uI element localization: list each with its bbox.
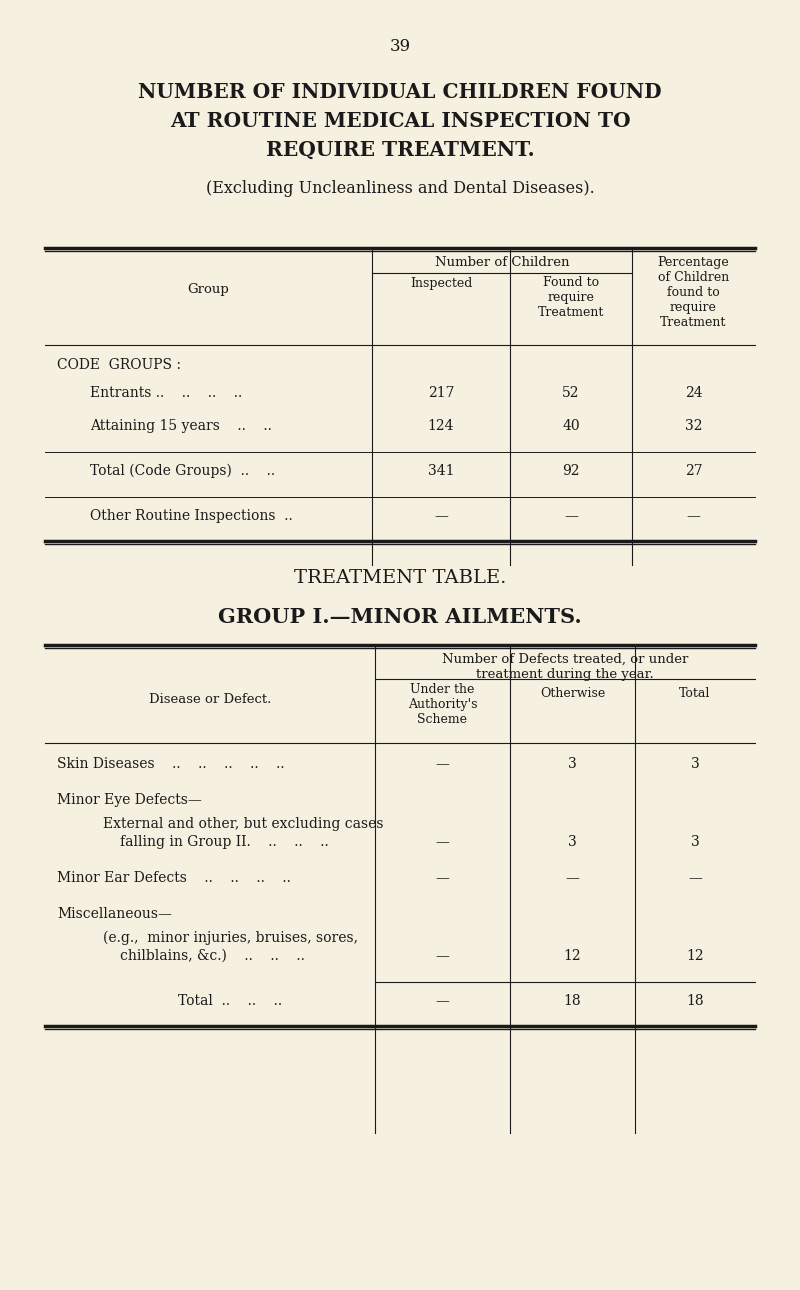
Text: —: — (435, 757, 450, 771)
Text: 124: 124 (428, 419, 454, 433)
Text: Minor Ear Defects    ..    ..    ..    ..: Minor Ear Defects .. .. .. .. (57, 871, 291, 885)
Text: —: — (686, 510, 701, 522)
Text: NUMBER OF INDIVIDUAL CHILDREN FOUND: NUMBER OF INDIVIDUAL CHILDREN FOUND (138, 83, 662, 102)
Text: Otherwise: Otherwise (540, 688, 605, 700)
Text: (Excluding Uncleanliness and Dental Diseases).: (Excluding Uncleanliness and Dental Dise… (206, 181, 594, 197)
Text: REQUIRE TREATMENT.: REQUIRE TREATMENT. (266, 141, 534, 160)
Text: Total (Code Groups)  ..    ..: Total (Code Groups) .. .. (90, 464, 275, 479)
Text: Minor Eye Defects—: Minor Eye Defects— (57, 793, 202, 808)
Text: —: — (434, 510, 448, 522)
Text: Other Routine Inspections  ..: Other Routine Inspections .. (90, 510, 293, 522)
Text: —: — (435, 995, 450, 1007)
Text: Under the
Authority's
Scheme: Under the Authority's Scheme (408, 682, 478, 726)
Text: 32: 32 (685, 419, 702, 433)
Text: 12: 12 (564, 949, 582, 964)
Text: Found to
require
Treatment: Found to require Treatment (538, 276, 604, 319)
Text: 217: 217 (428, 386, 454, 400)
Text: 18: 18 (564, 995, 582, 1007)
Text: —: — (435, 835, 450, 849)
Text: 39: 39 (390, 37, 410, 55)
Text: Total  ..    ..    ..: Total .. .. .. (178, 995, 282, 1007)
Text: 24: 24 (685, 386, 702, 400)
Text: 341: 341 (428, 464, 454, 479)
Text: Group: Group (188, 283, 230, 295)
Text: 92: 92 (562, 464, 580, 479)
Text: Attaining 15 years    ..    ..: Attaining 15 years .. .. (90, 419, 272, 433)
Text: 3: 3 (690, 835, 699, 849)
Text: 3: 3 (690, 757, 699, 771)
Text: —: — (566, 871, 579, 885)
Text: Entrants ..    ..    ..    ..: Entrants .. .. .. .. (90, 386, 242, 400)
Text: CODE  GROUPS :: CODE GROUPS : (57, 359, 181, 372)
Text: Miscellaneous—: Miscellaneous— (57, 907, 172, 921)
Text: 3: 3 (568, 835, 577, 849)
Text: 12: 12 (686, 949, 704, 964)
Text: Inspected: Inspected (410, 277, 472, 290)
Text: 27: 27 (685, 464, 702, 479)
Text: —: — (564, 510, 578, 522)
Text: —: — (688, 871, 702, 885)
Text: Number of Children: Number of Children (434, 255, 570, 270)
Text: 52: 52 (562, 386, 580, 400)
Text: GROUP I.—MINOR AILMENTS.: GROUP I.—MINOR AILMENTS. (218, 608, 582, 627)
Text: External and other, but excluding cases: External and other, but excluding cases (103, 817, 383, 831)
Text: Disease or Defect.: Disease or Defect. (149, 693, 271, 706)
Text: falling in Group II.    ..    ..    ..: falling in Group II. .. .. .. (120, 835, 329, 849)
Text: AT ROUTINE MEDICAL INSPECTION TO: AT ROUTINE MEDICAL INSPECTION TO (170, 111, 630, 132)
Text: Total: Total (679, 688, 710, 700)
Text: 18: 18 (686, 995, 704, 1007)
Text: 3: 3 (568, 757, 577, 771)
Text: 40: 40 (562, 419, 580, 433)
Text: (e.g.,  minor injuries, bruises, sores,: (e.g., minor injuries, bruises, sores, (103, 931, 358, 946)
Text: Number of Defects treated, or under
treatment during the year.: Number of Defects treated, or under trea… (442, 653, 688, 681)
Text: —: — (435, 871, 450, 885)
Text: chilblains, &c.)    ..    ..    ..: chilblains, &c.) .. .. .. (120, 949, 305, 964)
Text: —: — (435, 949, 450, 964)
Text: Skin Diseases    ..    ..    ..    ..    ..: Skin Diseases .. .. .. .. .. (57, 757, 285, 771)
Text: TREATMENT TABLE.: TREATMENT TABLE. (294, 569, 506, 587)
Text: Percentage
of Children
found to
require
Treatment: Percentage of Children found to require … (658, 255, 730, 329)
